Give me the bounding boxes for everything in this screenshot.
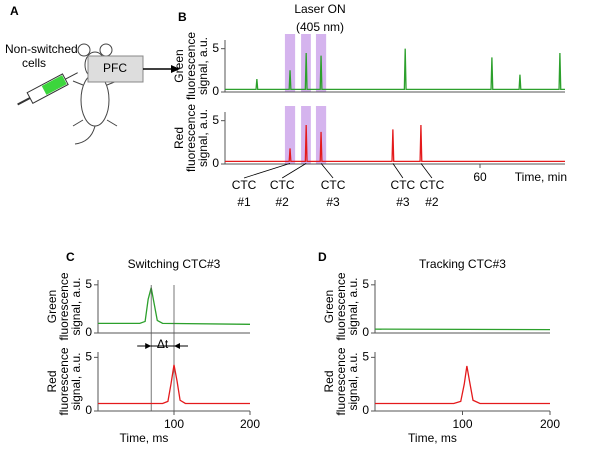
y-tick-label: 5: [85, 277, 92, 291]
annotation-label: #3: [326, 195, 340, 209]
panel-letter: A: [10, 4, 19, 18]
panel-a-diagram: PFC Non-switched cells: [5, 42, 180, 145]
annotation-label: #3: [396, 195, 410, 209]
y-tick-label: 5: [85, 350, 92, 364]
x-tick-label: 100: [452, 417, 472, 431]
annotation-label: CTC: [270, 178, 295, 192]
panel-letter: B: [178, 10, 187, 24]
x-tick-label: 200: [240, 417, 260, 431]
chart-title: (405 nm): [296, 20, 344, 34]
y-tick-label: 0: [362, 325, 369, 339]
y-axis-label: Red: [322, 370, 336, 392]
y-tick-label: 0: [212, 156, 219, 170]
y-axis-label: signal, a.u.: [346, 352, 360, 410]
signal-trace: [98, 364, 250, 405]
annotation-label: CTC: [391, 178, 416, 192]
y-axis-label: Red: [45, 370, 59, 392]
panel-letter: D: [318, 250, 327, 264]
chart-title: Tracking CTC#3: [419, 257, 506, 271]
annotation-line: [320, 163, 334, 179]
signal-trace: [225, 124, 565, 163]
y-axis-label: signal, a.u.: [196, 109, 210, 167]
annotation-line: [281, 163, 307, 179]
mouse-tail: [74, 125, 96, 145]
mouse-legs: [72, 80, 118, 127]
y-axis-label: fluorescence: [57, 347, 71, 415]
y-axis-label: signal, a.u.: [346, 277, 360, 335]
y-axis-label: fluorescence: [57, 272, 71, 340]
annotation-label: #2: [425, 195, 439, 209]
x-axis-label: Time, ms: [120, 431, 169, 445]
chart-title: Switching CTC#3: [128, 257, 221, 271]
laser-band: [284, 34, 296, 92]
x-axis-label: Time, ms: [408, 431, 457, 445]
y-tick-label: 0: [362, 403, 369, 417]
y-axis-label: Green: [45, 290, 59, 323]
chart-title: Laser ON: [294, 2, 345, 16]
syringe: [17, 72, 78, 106]
y-axis-label: fluorescence: [334, 272, 348, 340]
y-axis-label: fluorescence: [184, 32, 198, 100]
y-tick-label: 5: [212, 113, 219, 127]
x-axis-label: Time, min: [515, 170, 567, 184]
signal-trace: [375, 365, 550, 405]
annotation-label: CTC: [232, 178, 257, 192]
panel-letter: C: [66, 250, 75, 264]
y-axis-label: signal, a.u.: [69, 352, 83, 410]
annotation-line: [392, 163, 404, 179]
cells-label: cells: [22, 56, 46, 70]
x-tick-label: 60: [473, 170, 487, 184]
annotation-line: [420, 163, 433, 179]
delta-label: Δt: [157, 337, 169, 351]
y-tick-label: 5: [362, 277, 369, 291]
y-tick-label: 5: [212, 41, 219, 55]
y-tick-label: 0: [212, 84, 219, 98]
pfc-box: [87, 55, 144, 83]
y-tick-label: 0: [85, 325, 92, 339]
annotation-label: #2: [275, 195, 289, 209]
annotation-label: CTC: [321, 178, 346, 192]
cells-label: Non-switched: [5, 42, 78, 56]
x-tick-label: 200: [540, 417, 560, 431]
y-axis-label: fluorescence: [184, 104, 198, 172]
region-label: PFC: [103, 61, 127, 75]
mouse-ear: [77, 43, 91, 57]
y-tick-label: 5: [362, 350, 369, 364]
signal-trace: [225, 48, 565, 91]
y-axis-label: signal, a.u.: [196, 37, 210, 95]
annotation-label: CTC: [420, 178, 445, 192]
annotation-line: [243, 163, 291, 179]
y-axis-label: Green: [172, 49, 186, 82]
mouse-ear: [99, 43, 113, 57]
annotation-label: #1: [237, 195, 251, 209]
y-axis-label: Red: [172, 127, 186, 149]
y-tick-label: 0: [85, 403, 92, 417]
laser-band: [284, 106, 296, 164]
x-tick-label: 100: [164, 417, 184, 431]
y-axis-label: Green: [322, 290, 336, 323]
y-axis-label: signal, a.u.: [69, 277, 83, 335]
y-axis-label: fluorescence: [334, 347, 348, 415]
arrow-head: [171, 65, 180, 73]
